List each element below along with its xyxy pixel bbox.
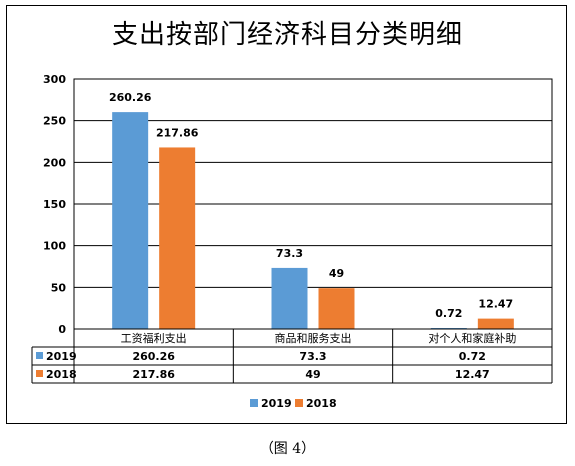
data-label: 0.72 [435,307,462,320]
legend-label: 2018 [306,397,337,410]
data-label: 12.47 [478,298,513,311]
data-label: 73.3 [276,247,303,260]
bar [112,112,149,329]
y-tick-label: 250 [43,115,66,128]
category-label: 对个人和家庭补助 [428,331,516,345]
category-label: 商品和服务支出 [275,331,352,345]
y-tick-label: 200 [43,156,66,169]
legend-key [36,370,43,377]
y-tick-label: 50 [51,281,67,294]
y-tick-label: 0 [58,323,66,336]
data-label: 217.86 [156,126,199,139]
series-row-label: 2018 [46,368,77,381]
y-tick-label: 300 [43,73,66,86]
bar [271,267,308,329]
bar [477,318,514,329]
table-cell: 217.86 [132,368,175,381]
legend-swatch [295,399,303,407]
y-tick-label: 150 [43,198,66,211]
table-cell: 260.26 [132,350,175,363]
series-row-label: 2019 [46,350,77,363]
legend-swatch [250,399,258,407]
table-cell: 0.72 [459,350,486,363]
chart-frame [6,5,567,424]
legend-key [36,352,43,359]
figure-caption: （图 4） [259,441,316,457]
legend-label: 2019 [261,397,292,410]
y-tick-label: 100 [43,240,66,253]
category-label: 工资福利支出 [121,331,187,345]
data-label: 260.26 [109,91,152,104]
chart-title: 支出按部门经济科目分类明细 [111,20,463,50]
table-cell: 12.47 [455,368,490,381]
table-cell: 49 [305,368,320,381]
table-cell: 73.3 [299,350,326,363]
bar [318,288,355,329]
bar [159,147,196,329]
data-label: 49 [329,267,344,280]
